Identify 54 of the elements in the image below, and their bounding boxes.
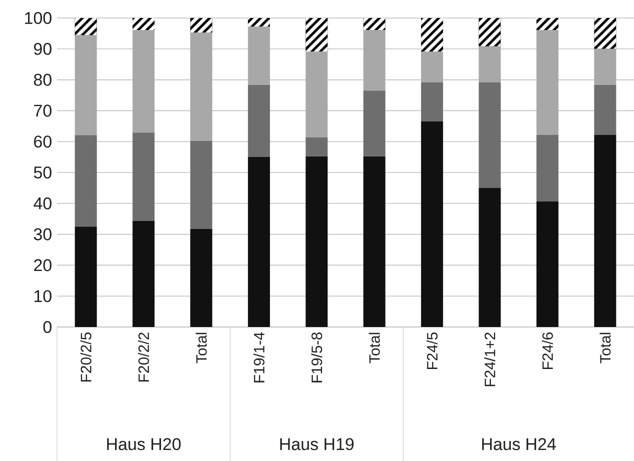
bar: [248, 157, 270, 328]
bar: [306, 52, 328, 138]
y-tick-label: 100: [25, 12, 52, 24]
x-tick-label: F19/5-8: [311, 332, 322, 382]
bar: [306, 156, 328, 328]
bar: [363, 90, 386, 156]
bar: [478, 46, 501, 82]
bar: [190, 140, 212, 230]
bar: [594, 134, 616, 328]
y-tick-label: 90: [34, 42, 52, 55]
x-tick-label: F24/6: [542, 332, 553, 369]
y-tick-label: 40: [34, 197, 52, 210]
x-tick-label: F24/5: [426, 332, 438, 369]
bar: [478, 82, 501, 188]
x-tick-label: Total: [196, 332, 207, 364]
y-tick-label: 60: [34, 136, 52, 148]
bar: [74, 135, 97, 227]
bar: [536, 202, 558, 328]
bar: [190, 32, 212, 141]
bar: [248, 26, 270, 86]
bar: [421, 82, 444, 122]
text: Haus H20: [107, 438, 181, 450]
y-tick-label: 30: [34, 228, 52, 240]
x-tick-label: F20/2/5: [80, 332, 92, 382]
text: Haus H24: [482, 438, 556, 450]
bar: [594, 85, 616, 135]
bar: [306, 137, 328, 156]
bar: [363, 156, 386, 328]
bar: [132, 30, 155, 133]
bar: [363, 30, 386, 91]
y-tick-label: 70: [34, 104, 52, 117]
bar: [536, 134, 558, 202]
bar: [190, 229, 212, 328]
x-tick-label: Total: [368, 332, 380, 364]
x-tick-label: Total: [600, 332, 611, 364]
y-tick-label: 20: [34, 259, 52, 272]
bar: [74, 226, 97, 328]
bar: [74, 35, 97, 136]
x-tick-label: F19/1-4: [253, 332, 264, 382]
y-tick-label: 0: [43, 320, 52, 334]
y-tick-label: 80: [34, 74, 52, 86]
bar: [594, 48, 616, 86]
x-tick-label: F20/2/2: [138, 332, 150, 382]
bar: [132, 132, 155, 222]
bar: [132, 221, 155, 328]
bar: [478, 188, 501, 328]
y-tick-label: 50: [34, 166, 52, 179]
bar: [248, 85, 270, 158]
bar: [536, 30, 558, 135]
bar: [421, 52, 444, 82]
bar: [421, 121, 444, 328]
x-tick-label: F24/1+2: [484, 332, 496, 386]
y-tick-label: 10: [34, 290, 52, 302]
text: Haus H19: [280, 438, 354, 450]
